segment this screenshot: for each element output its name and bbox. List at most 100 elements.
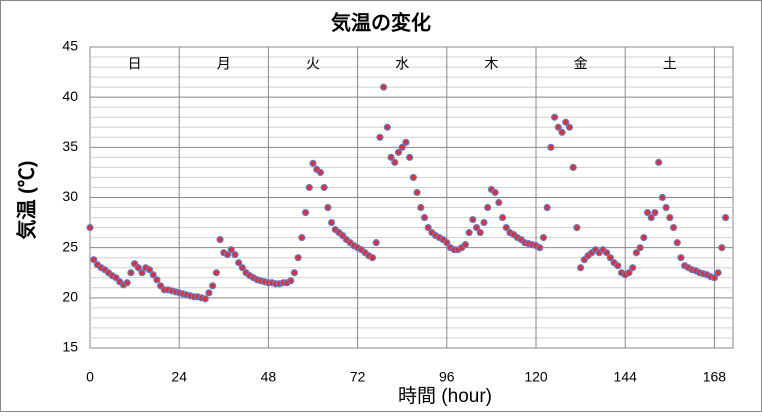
data-point [216,236,224,244]
x-tick-label: 24 [171,369,187,385]
data-point [472,224,481,232]
data-point [413,188,421,197]
data-point [550,113,559,121]
data-point [673,239,681,247]
data-point [498,213,507,222]
data-point [565,123,574,131]
data-point [145,266,154,274]
data-point [465,229,473,237]
data-point [212,269,220,277]
data-point [134,264,142,272]
data-point [123,279,131,287]
data-point [710,274,719,282]
data-point [391,158,399,166]
data-point [138,269,146,277]
data-point [721,213,730,222]
data-point [632,249,640,257]
data-point [86,224,94,232]
x-tick-label: 72 [350,369,366,385]
y-tick-label: 45 [62,38,78,54]
data-point [309,159,317,167]
data-point [714,269,722,277]
y-tick-label: 25 [62,238,78,254]
data-point [209,282,217,290]
data-point [569,163,577,171]
data-point [231,251,239,259]
data-point [495,198,503,207]
data-point [327,218,336,227]
x-tick-label: 0 [86,369,94,385]
data-point [629,264,637,272]
data-point [655,158,663,166]
data-point [558,128,566,136]
data-point [324,203,332,212]
y-tick-label: 20 [62,289,78,305]
chart-title: 気温の変化 [331,10,431,34]
data-point [235,259,243,267]
y-tick-label: 30 [62,188,78,204]
data-point [539,234,548,242]
day-label: 月 [217,56,231,72]
data-point [636,244,644,252]
data-point [294,254,302,262]
data-point [409,173,417,182]
data-point [666,213,674,222]
data-point [305,183,313,192]
x-tick-label: 120 [524,369,548,385]
data-point [320,183,328,192]
data-point [476,229,484,237]
data-point [577,264,585,272]
data-point [658,193,666,202]
data-point [402,138,410,146]
data-point [484,203,492,212]
data-point [651,208,659,217]
data-point [603,249,611,257]
data-point [153,276,161,284]
data-point [718,244,726,252]
day-label: 火 [306,56,320,72]
data-point [502,224,510,232]
y-axis-label: 気温 (℃) [14,161,38,240]
data-point [480,218,488,227]
data-point [547,143,555,151]
data-point [387,153,395,161]
data-point [643,208,652,217]
data-point [424,224,432,232]
data-point [647,213,655,222]
data-point [316,168,325,177]
y-tick-label: 40 [62,88,78,104]
data-point [301,208,310,217]
data-point [662,203,670,212]
data-point [149,271,157,279]
data-point [406,153,414,161]
data-point [201,295,209,303]
y-tick-label: 15 [62,339,78,355]
day-label: 金 [574,56,588,72]
data-point [625,269,633,277]
data-point [536,244,544,252]
data-point [417,203,425,212]
data-point [290,269,299,277]
y-tick-label: 35 [62,138,78,154]
data-point [443,239,451,247]
data-point [606,254,614,262]
data-point [238,264,246,272]
data-point [380,83,388,91]
day-label: 水 [395,56,409,72]
data-point [614,262,622,270]
x-tick-label: 48 [261,369,277,385]
data-point [127,269,135,277]
data-point [669,224,678,232]
data-point [573,224,581,232]
data-point [287,277,295,285]
x-tick-label: 168 [703,369,727,385]
x-tick-label: 144 [614,369,638,385]
x-axis-label: 時間 (hour) [398,385,492,407]
day-label: 土 [663,56,677,72]
data-point [461,241,469,249]
data-point [368,254,377,262]
data-point [90,256,98,264]
data-point [223,251,232,259]
day-label: 木 [484,56,498,72]
